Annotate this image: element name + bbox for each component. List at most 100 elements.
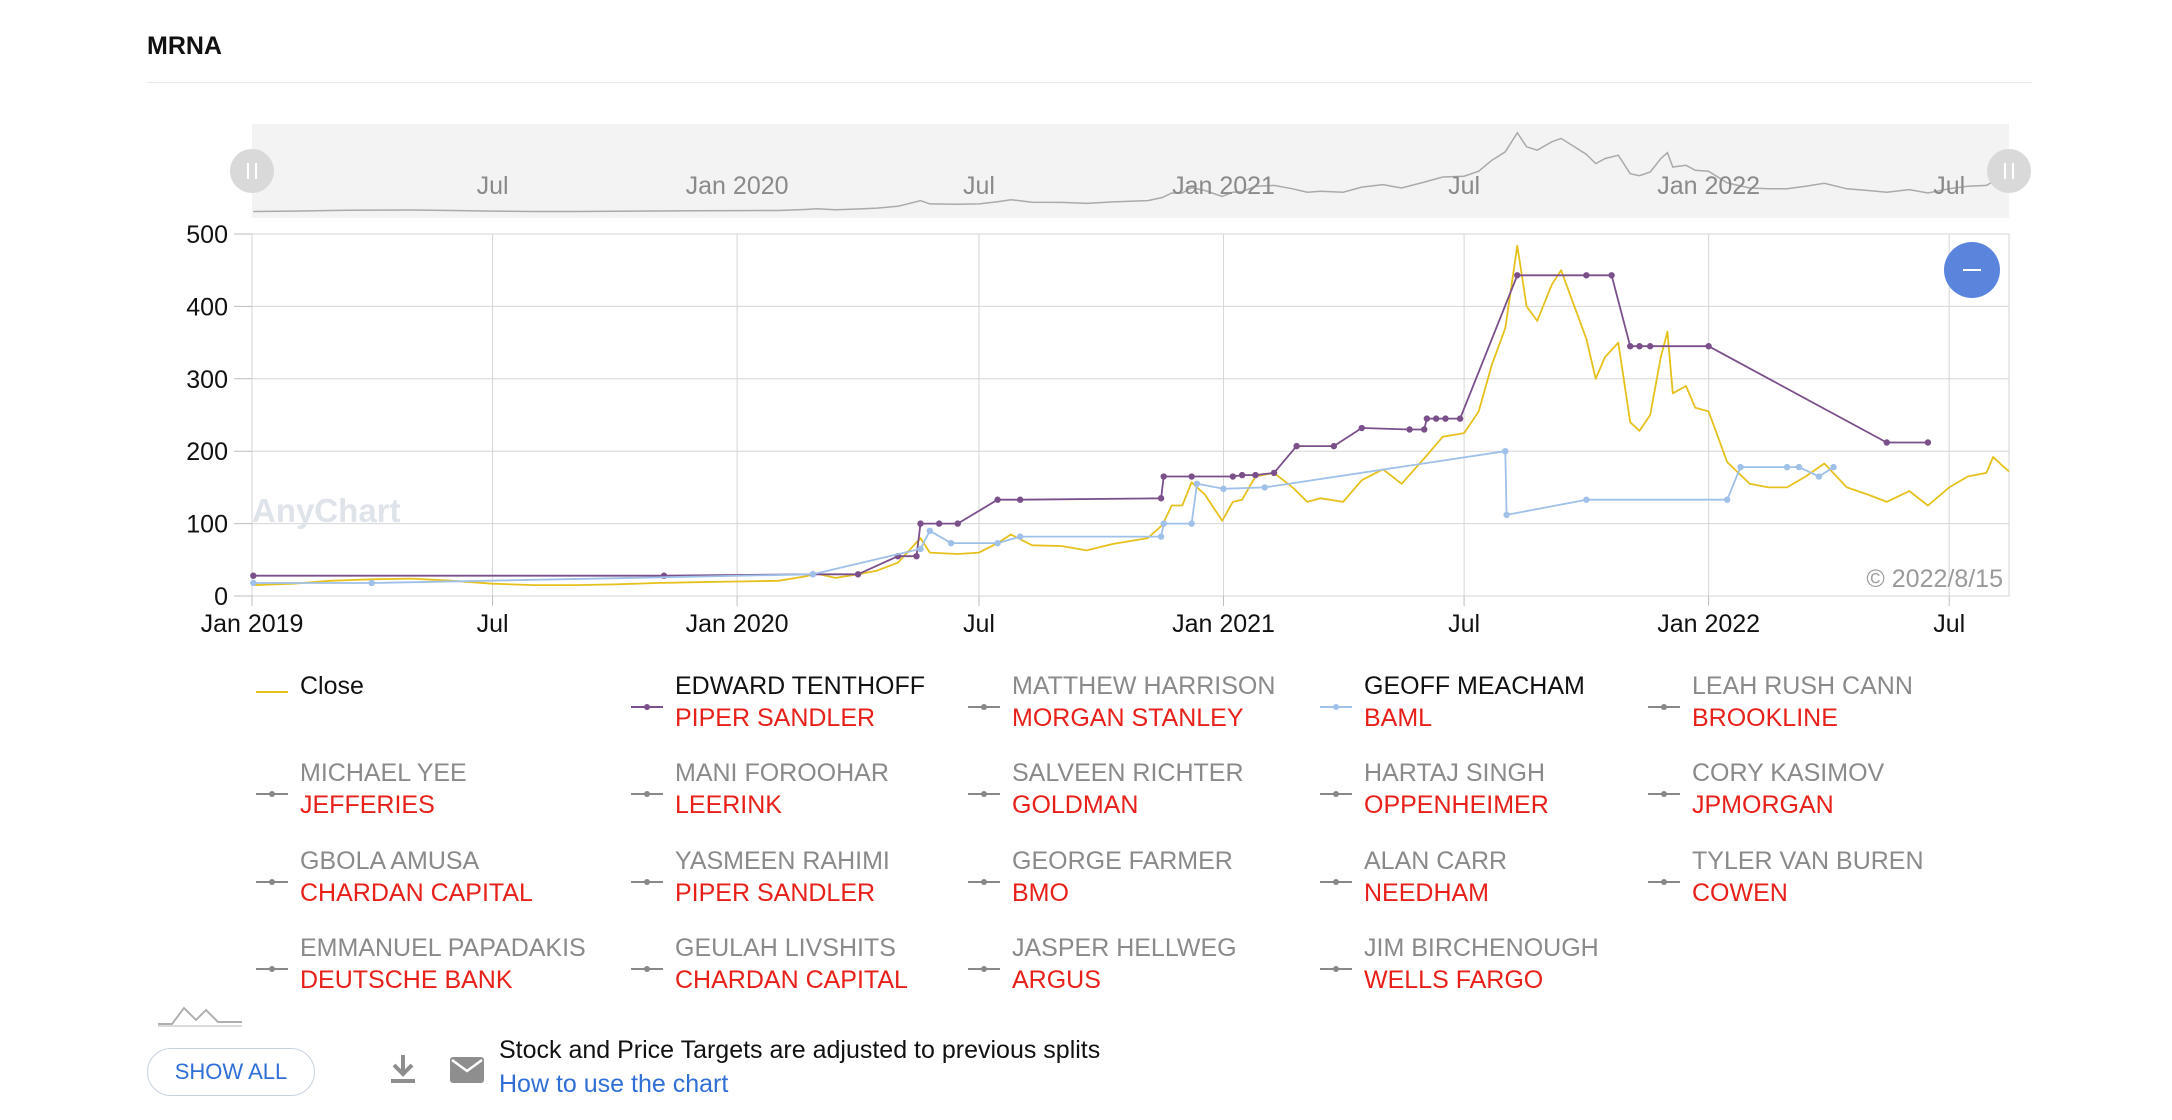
target-point[interactable] bbox=[947, 539, 955, 547]
target-point[interactable] bbox=[250, 572, 257, 579]
legend-firm-name: PIPER SANDLER bbox=[675, 704, 876, 732]
download-icon[interactable] bbox=[388, 1052, 418, 1086]
target-point[interactable] bbox=[1705, 343, 1712, 350]
anychart-watermark: AnyChart bbox=[252, 492, 401, 529]
target-point[interactable] bbox=[1815, 473, 1823, 480]
target-point[interactable] bbox=[809, 571, 817, 578]
series-line-geoff-meacham[interactable] bbox=[253, 450, 1835, 584]
target-point[interactable] bbox=[1406, 426, 1413, 433]
legend-analyst-name: Close bbox=[300, 672, 364, 700]
target-point[interactable] bbox=[854, 571, 862, 578]
target-point[interactable] bbox=[1423, 415, 1431, 422]
legend-symbol bbox=[1648, 879, 1680, 885]
target-point[interactable] bbox=[1783, 463, 1791, 471]
series-edward-tenthoff[interactable] bbox=[250, 272, 1932, 579]
target-point[interactable] bbox=[1160, 473, 1167, 480]
target-point[interactable] bbox=[1229, 473, 1237, 480]
target-point[interactable] bbox=[1514, 272, 1521, 279]
target-point[interactable] bbox=[1188, 473, 1195, 480]
target-point[interactable] bbox=[1220, 485, 1227, 493]
mail-icon[interactable] bbox=[449, 1056, 485, 1084]
target-point[interactable] bbox=[994, 496, 1001, 503]
target-point[interactable] bbox=[1193, 480, 1201, 487]
legend-firm-name: BAML bbox=[1364, 704, 1433, 732]
target-point[interactable] bbox=[1608, 272, 1615, 279]
x-tick-label: Jul bbox=[477, 610, 509, 638]
target-point[interactable] bbox=[250, 579, 257, 587]
show-all-button[interactable]: SHOW ALL bbox=[147, 1048, 315, 1096]
legend-firm-name: NEEDHAM bbox=[1364, 879, 1490, 907]
legend-symbol bbox=[968, 704, 1000, 710]
copyright-label: © 2022/8/15 bbox=[1866, 565, 2003, 593]
target-point[interactable] bbox=[1016, 496, 1024, 503]
target-point[interactable] bbox=[368, 579, 375, 587]
target-point[interactable] bbox=[1724, 496, 1731, 503]
legend-symbol bbox=[631, 704, 663, 710]
target-point[interactable] bbox=[994, 539, 1001, 547]
navigator-label: Jul bbox=[1933, 172, 1965, 200]
series-close[interactable] bbox=[253, 244, 2010, 586]
target-point[interactable] bbox=[1646, 343, 1654, 350]
legend-analyst-name: SALVEEN RICHTER bbox=[1012, 759, 1244, 787]
target-point[interactable] bbox=[1160, 520, 1167, 527]
target-point[interactable] bbox=[1261, 484, 1268, 491]
target-point[interactable] bbox=[926, 527, 934, 535]
target-point[interactable] bbox=[1188, 520, 1195, 527]
target-point[interactable] bbox=[1252, 471, 1259, 479]
navigator-price-line bbox=[253, 131, 2010, 213]
target-point[interactable] bbox=[1442, 415, 1449, 422]
target-point[interactable] bbox=[1795, 463, 1803, 471]
target-point[interactable] bbox=[1432, 415, 1440, 422]
legend-firm-name: ARGUS bbox=[1012, 966, 1101, 994]
target-point[interactable] bbox=[1293, 442, 1300, 450]
target-point[interactable] bbox=[1583, 496, 1590, 503]
target-point[interactable] bbox=[1157, 495, 1165, 502]
legend-analyst-name: MATTHEW HARRISON bbox=[1012, 672, 1276, 700]
y-tick-label: 0 bbox=[214, 583, 228, 611]
how-to-use-link[interactable]: How to use the chart bbox=[499, 1070, 729, 1098]
target-point[interactable] bbox=[1583, 272, 1590, 279]
target-point[interactable] bbox=[917, 545, 924, 553]
target-point[interactable] bbox=[1157, 533, 1165, 540]
target-point[interactable] bbox=[1421, 426, 1428, 433]
target-point[interactable] bbox=[1016, 533, 1024, 540]
navigator-right-handle[interactable] bbox=[1987, 149, 2031, 193]
target-point[interactable] bbox=[1503, 511, 1510, 519]
legend-symbol bbox=[631, 966, 663, 972]
legend-symbol bbox=[1320, 791, 1352, 797]
target-point[interactable] bbox=[1330, 442, 1338, 450]
legend-analyst-name: CORY KASIMOV bbox=[1692, 759, 1885, 787]
y-tick-label: 100 bbox=[186, 511, 228, 539]
target-point[interactable] bbox=[1270, 469, 1278, 477]
legend-firm-name: BMO bbox=[1012, 879, 1069, 907]
legend-symbol bbox=[631, 879, 663, 885]
target-point[interactable] bbox=[1883, 439, 1890, 446]
series-geoff-meacham[interactable] bbox=[250, 448, 1837, 587]
navigator-label: Jul bbox=[1448, 172, 1480, 200]
target-point[interactable] bbox=[1636, 343, 1643, 350]
target-point[interactable] bbox=[913, 552, 920, 560]
legend-symbol bbox=[1648, 704, 1680, 710]
target-point[interactable] bbox=[1358, 424, 1365, 432]
target-point[interactable] bbox=[1737, 463, 1744, 471]
target-point[interactable] bbox=[935, 520, 943, 527]
series-line-edward-tenthoff[interactable] bbox=[253, 274, 1928, 577]
target-point[interactable] bbox=[1830, 463, 1837, 471]
legend-analyst-name: MANI FOROOHAR bbox=[675, 759, 889, 787]
target-point[interactable] bbox=[917, 520, 924, 527]
target-point[interactable] bbox=[1924, 439, 1932, 446]
target-point[interactable] bbox=[1627, 343, 1634, 350]
navigator-left-handle[interactable] bbox=[230, 149, 274, 193]
series-line-close[interactable] bbox=[253, 244, 2010, 586]
legend-firm-name: LEERINK bbox=[675, 791, 782, 819]
target-point[interactable] bbox=[954, 520, 961, 527]
zoom-collapse-button[interactable] bbox=[1944, 242, 2000, 298]
target-point[interactable] bbox=[1502, 448, 1509, 455]
legend-analyst-name: GEORGE FARMER bbox=[1012, 847, 1233, 875]
navigator-label: Jan 2021 bbox=[1172, 172, 1275, 200]
target-point[interactable] bbox=[1238, 471, 1246, 479]
target-point[interactable] bbox=[1456, 415, 1464, 422]
range-navigator[interactable]: Jul Jan 2020 Jul Jan 2021 Jul Jan 2022 Jul bbox=[230, 124, 2031, 218]
x-tick-label: Jan 2022 bbox=[1657, 610, 1760, 638]
